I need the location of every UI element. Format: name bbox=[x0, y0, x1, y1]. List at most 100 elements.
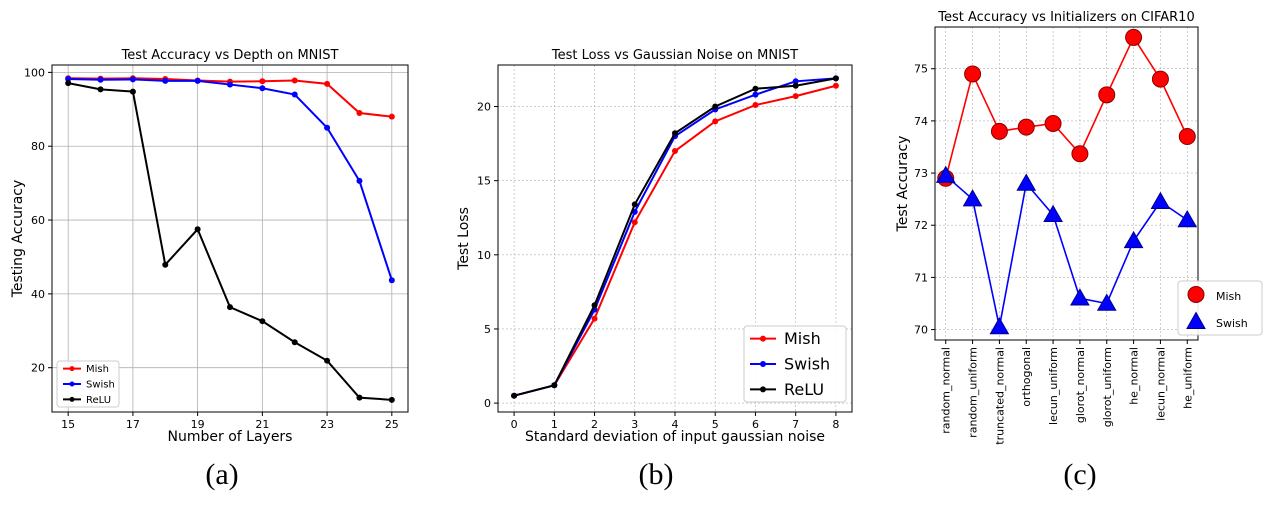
legend-marker-mish bbox=[1187, 286, 1205, 303]
data-point-relu bbox=[324, 357, 331, 364]
data-point-relu bbox=[162, 261, 169, 268]
data-point-relu bbox=[291, 339, 298, 346]
x-tick-label: he_uniform bbox=[1181, 347, 1194, 409]
legend: Mish Swish ReLU bbox=[56, 360, 120, 408]
data-point-relu bbox=[551, 382, 558, 389]
x-tick-label: 4 bbox=[672, 418, 679, 431]
data-point-mish bbox=[672, 148, 678, 155]
data-point-relu bbox=[712, 103, 719, 110]
data-point-swish bbox=[194, 77, 201, 84]
data-point-swish bbox=[792, 78, 799, 85]
data-point-relu bbox=[631, 201, 638, 208]
legend-marker-swish bbox=[760, 361, 766, 367]
data-point-swish bbox=[1177, 210, 1198, 228]
x-tick-label: 25 bbox=[385, 418, 399, 431]
y-tick-label: 10 bbox=[477, 249, 491, 262]
data-point-mish bbox=[792, 93, 799, 100]
y-tick-label: 40 bbox=[31, 288, 45, 301]
data-point-relu bbox=[792, 82, 799, 89]
data-point-mish bbox=[388, 113, 395, 120]
data-point-mish bbox=[1125, 28, 1143, 46]
data-point-mish bbox=[1044, 115, 1062, 133]
data-point-mish bbox=[964, 65, 982, 83]
y-tick-label: 20 bbox=[31, 362, 45, 375]
data-point-swish bbox=[935, 165, 956, 183]
x-tick-label: 3 bbox=[631, 418, 638, 431]
data-point-mish bbox=[990, 122, 1008, 140]
legend-label-relu: ReLU bbox=[784, 380, 824, 399]
legend-label-relu: ReLU bbox=[86, 395, 111, 406]
legend: Mish Swish bbox=[1177, 280, 1263, 336]
chart-title: Test Accuracy vs Initializers on CIFAR10 bbox=[937, 10, 1194, 25]
chart-0: 20 40 60 80 100 15 17 19 21 23 25 Test Accuracy vs … bbox=[10, 48, 409, 445]
x-tick-label: 5 bbox=[712, 418, 719, 431]
plot-frame bbox=[51, 64, 409, 413]
chart-2: 70 71 72 73 74 75 random_normal random_uniform t… bbox=[895, 10, 1263, 445]
data-point-swish bbox=[989, 316, 1010, 335]
data-point-mish bbox=[832, 82, 839, 89]
chart-1: 0 5 10 15 20 0 1 2 3 4 5 6 7 8 Test Loss vs Gaussian N… bbox=[456, 48, 853, 445]
x-tick-label: 23 bbox=[320, 418, 334, 431]
x-tick-label: 2 bbox=[591, 418, 598, 431]
y-tick-label: 72 bbox=[914, 219, 928, 232]
y-tick-label: 15 bbox=[477, 175, 491, 188]
x-tick-label: 1 bbox=[551, 418, 558, 431]
data-point-swish bbox=[97, 76, 104, 83]
y-tick-label: 74 bbox=[914, 115, 928, 128]
data-point-relu bbox=[65, 80, 72, 87]
y-tick-label: 60 bbox=[31, 214, 45, 227]
y-tick-label: 100 bbox=[24, 66, 45, 79]
data-point-swish bbox=[1016, 173, 1037, 191]
data-point-mish bbox=[1098, 86, 1116, 104]
x-tick-label: glorot_uniform bbox=[1101, 347, 1114, 427]
legend-box bbox=[743, 325, 847, 403]
data-point-relu bbox=[97, 86, 104, 93]
x-tick-label: 7 bbox=[792, 418, 799, 431]
legend-label-mish: Mish bbox=[1216, 290, 1241, 303]
legend-marker-relu bbox=[760, 386, 766, 393]
x-tick-label: random_uniform bbox=[967, 347, 980, 438]
caption-b: (b) bbox=[638, 458, 674, 491]
data-point-relu bbox=[832, 75, 839, 82]
y-tick-label: 80 bbox=[31, 140, 45, 153]
x-tick-label: 6 bbox=[752, 418, 759, 431]
y-tick-label: 73 bbox=[914, 167, 928, 180]
data-point-swish bbox=[1123, 230, 1144, 249]
data-point-swish bbox=[129, 76, 136, 83]
series-line-swish bbox=[68, 78, 393, 281]
data-point-swish bbox=[1043, 204, 1063, 223]
x-tick-label: 19 bbox=[191, 418, 205, 431]
x-tick-label: 8 bbox=[832, 418, 839, 431]
data-point-relu bbox=[194, 226, 201, 233]
data-point-mish bbox=[356, 109, 363, 116]
series-line-swish bbox=[945, 175, 1188, 328]
x-tick-label: lecun_normal bbox=[1154, 347, 1167, 421]
x-tick-label: 15 bbox=[61, 418, 75, 431]
y-axis-label: Test Accuracy bbox=[895, 136, 911, 233]
data-point-swish bbox=[1150, 191, 1171, 210]
legend-marker-mish bbox=[760, 335, 766, 342]
data-point-swish bbox=[1070, 288, 1090, 306]
data-point-relu bbox=[591, 302, 598, 309]
chart-title: Test Accuracy vs Depth on MNIST bbox=[121, 48, 339, 63]
legend-label-swish: Swish bbox=[1216, 317, 1248, 330]
x-tick-label: lecun_uniform bbox=[1047, 347, 1060, 425]
data-point-relu bbox=[356, 394, 363, 401]
x-tick-label: orthogonal bbox=[1020, 347, 1033, 407]
legend-marker-swish bbox=[69, 381, 75, 387]
data-point-relu bbox=[511, 392, 518, 399]
x-tick-label: he_normal bbox=[1128, 347, 1141, 405]
y-tick-label: 70 bbox=[914, 324, 928, 337]
x-tick-label: 21 bbox=[255, 418, 269, 431]
data-point-mish bbox=[259, 78, 266, 85]
data-point-mish bbox=[1017, 118, 1035, 136]
data-point-mish bbox=[591, 315, 598, 322]
data-point-swish bbox=[259, 85, 266, 92]
data-point-mish bbox=[1151, 70, 1169, 88]
data-point-mish bbox=[1178, 128, 1196, 146]
y-tick-label: 0 bbox=[484, 397, 491, 410]
data-point-relu bbox=[752, 85, 759, 92]
chart-title: Test Loss vs Gaussian Noise on MNIST bbox=[551, 48, 798, 63]
data-point-swish bbox=[324, 124, 331, 131]
